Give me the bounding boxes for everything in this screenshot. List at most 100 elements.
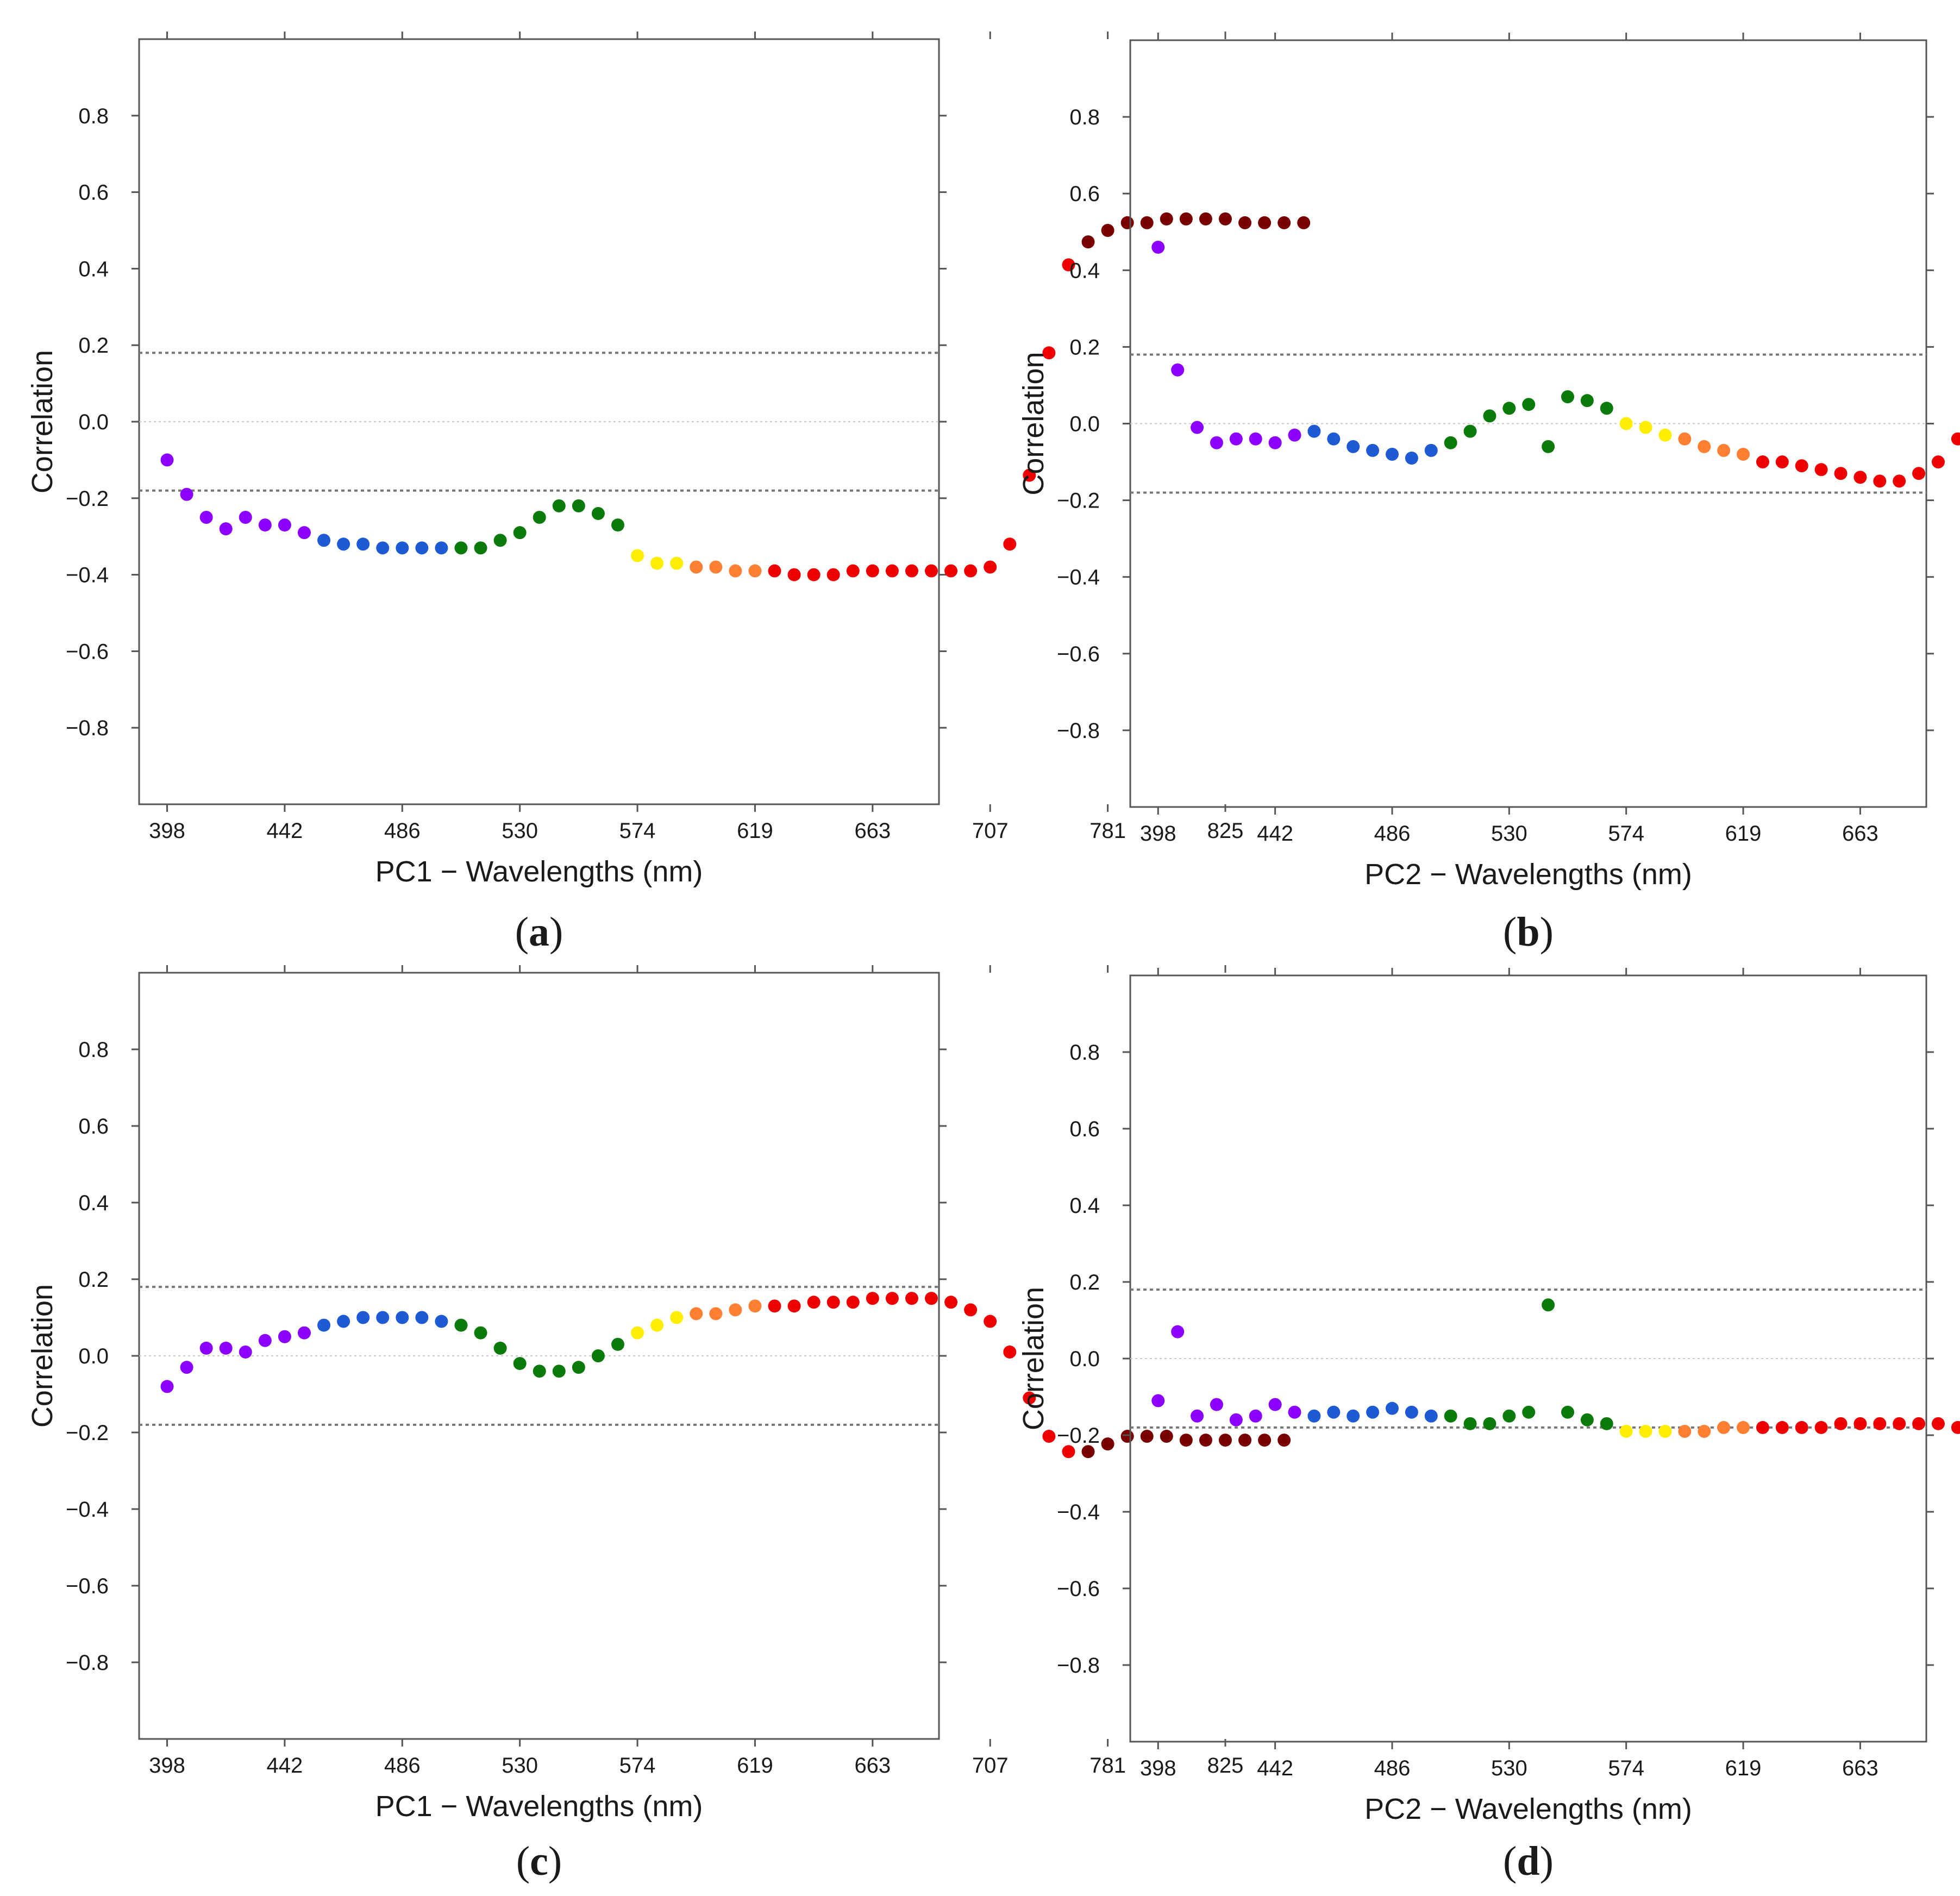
y-tick-label: −0.6 [66, 1574, 109, 1598]
data-point [1912, 1417, 1926, 1430]
data-point [297, 526, 311, 540]
chart-panel-c: 0.8 0.6 0.4 0.2 0.0 −0.2 −0.4 −0.6 −0.8 398 442 486… [26, 965, 1291, 1884]
y-tick-label: 0.6 [1069, 182, 1100, 206]
data-point [1140, 216, 1154, 229]
data-point [1502, 402, 1516, 415]
data-point [1698, 1424, 1711, 1438]
data-point [1151, 1394, 1165, 1407]
x-tick-label: 707 [1959, 1756, 1960, 1780]
data-point [1463, 424, 1477, 438]
data-point [1120, 1430, 1134, 1443]
data-point [572, 499, 585, 512]
data-point [1756, 455, 1769, 469]
caption-close-paren: ) [1540, 909, 1554, 955]
y-tick-label: 0.0 [78, 410, 109, 434]
data-point [1229, 432, 1243, 446]
data-point [1542, 440, 1555, 453]
x-tick-label: 825 [1207, 1754, 1244, 1778]
data-point [1258, 216, 1272, 229]
x-tick-label: 442 [267, 819, 303, 843]
y-tick-label: 0.2 [78, 334, 109, 358]
x-tick-label: 619 [737, 819, 773, 843]
y-tick-label: 0.8 [1069, 105, 1100, 129]
data-point [905, 1292, 918, 1305]
data-point [1717, 443, 1731, 457]
y-tick-label: 0.0 [78, 1344, 109, 1368]
x-tick-label: 530 [502, 1754, 538, 1778]
y-tick-label: −0.4 [66, 564, 109, 587]
data-point [925, 1292, 938, 1305]
data-point [219, 1341, 233, 1355]
data-point [180, 487, 193, 501]
data-point [1297, 216, 1311, 229]
y-tick-label: 0.4 [78, 1191, 109, 1215]
data-point [1288, 1405, 1301, 1419]
data-point [1179, 1434, 1193, 1447]
x-tick-label: 574 [1608, 822, 1644, 846]
data-point [1171, 1325, 1185, 1338]
x-tick-label: 663 [1842, 822, 1878, 846]
data-point [1814, 1421, 1828, 1434]
data-point [1600, 1417, 1613, 1430]
data-point [1218, 1434, 1232, 1447]
panel-caption: (d) [1503, 1838, 1554, 1884]
y-axis-label: Correlation [26, 350, 59, 493]
data-point [1795, 459, 1808, 473]
data-point [1931, 455, 1945, 469]
data-point [337, 1315, 350, 1328]
data-point [1238, 1434, 1252, 1447]
y-tick-label: 0.0 [1069, 412, 1100, 436]
data-point [199, 511, 213, 524]
y-tick-label: 0.2 [1069, 1271, 1100, 1294]
data-point [1210, 436, 1223, 449]
x-tick-label: 707 [972, 819, 1009, 843]
data-point [1249, 1409, 1262, 1423]
x-tick-label: 663 [854, 1754, 891, 1778]
x-tick-label: 530 [502, 819, 538, 843]
x-tick-label: 781 [1089, 819, 1126, 843]
y-tick-label: −0.8 [66, 1651, 109, 1675]
x-axis-label: PC1 − Wavelengths (nm) [375, 1790, 703, 1823]
data-point [1814, 463, 1828, 477]
data-point [1101, 224, 1114, 237]
data-point [1502, 1409, 1516, 1423]
data-point [415, 541, 429, 555]
data-point [866, 564, 879, 578]
data-point [768, 1299, 781, 1313]
data-point [1238, 216, 1252, 229]
data-point [1385, 447, 1399, 461]
data-point [1347, 1409, 1360, 1423]
data-point [846, 1296, 860, 1309]
data-point [611, 518, 624, 532]
data-point [1561, 1405, 1575, 1419]
data-point [160, 453, 174, 467]
data-point [1171, 363, 1185, 377]
data-point [1405, 451, 1418, 465]
y-tick-label: 0.4 [1069, 1194, 1100, 1218]
data-point [1658, 428, 1672, 442]
chart-panel-d: 0.8 0.6 0.4 0.2 0.0 −0.2 −0.4 −0.6 −0.8 398 442 486… [1017, 968, 1960, 1884]
data-point [513, 1357, 527, 1371]
data-point [925, 564, 938, 578]
y-tick-label: 0.8 [1069, 1041, 1100, 1065]
data-point [258, 518, 272, 532]
y-tick-label: 0.4 [1069, 259, 1100, 283]
data-point [787, 1299, 801, 1313]
data-point [1931, 1417, 1945, 1430]
caption-open-paren: ( [516, 1838, 530, 1884]
x-tick-label: 663 [854, 819, 891, 843]
y-tick-label: −0.8 [1057, 1654, 1100, 1678]
data-point [1658, 1424, 1672, 1438]
data-point [768, 564, 781, 578]
data-point [1756, 1421, 1769, 1434]
x-tick-label: 486 [384, 1754, 421, 1778]
x-tick-label: 619 [737, 1754, 773, 1778]
y-tick-label: 0.6 [78, 181, 109, 205]
data-point [1327, 1405, 1341, 1419]
data-point [1737, 1421, 1750, 1434]
caption-open-paren: ( [1503, 1838, 1517, 1884]
data-point [1834, 1417, 1848, 1430]
y-tick-label: −0.6 [1057, 1577, 1100, 1601]
y-tick-label: 0.6 [78, 1115, 109, 1138]
x-tick-label: 486 [384, 819, 421, 843]
